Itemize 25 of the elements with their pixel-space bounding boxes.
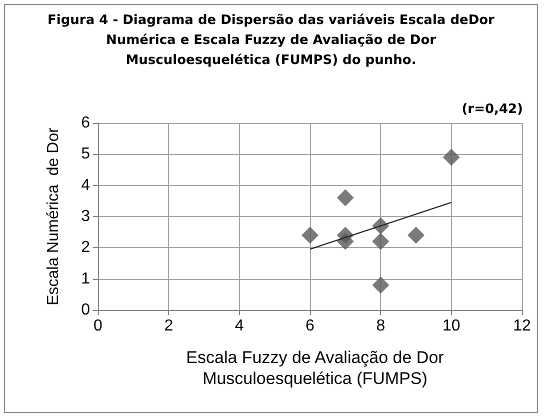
y-tick-label: 0 bbox=[81, 302, 90, 318]
x-tick-label: 6 bbox=[306, 318, 315, 334]
y-axis-title: Escala Numérica de Dor bbox=[45, 126, 62, 306]
text: (r=0,42) bbox=[462, 102, 524, 117]
point bbox=[408, 226, 424, 244]
y-tick-label: 6 bbox=[81, 114, 90, 132]
x-tick-label: 10 bbox=[442, 318, 460, 334]
point bbox=[302, 226, 318, 244]
point bbox=[372, 232, 390, 250]
y-tick-label: 3 bbox=[81, 208, 90, 225]
y-tick-label: 5 bbox=[81, 146, 90, 163]
x-tick-label: 0 bbox=[94, 318, 103, 334]
chart-title: Figura 4 - Diagrama de Dispersão das variáveis Escala deDor Numérica e Escala Fuzzy de Avaliação de Dor Musculoesquelética (FUMPS) do punho. bbox=[46, 12, 496, 70]
x-tick-label: 12 bbox=[513, 318, 531, 334]
x-tick-label: 4 bbox=[234, 318, 244, 334]
x-tick-label: 2 bbox=[164, 318, 174, 334]
y-tick-label: 1 bbox=[81, 270, 90, 288]
x-axis-title: Escala Fuzzy de Avaliação de Dor Musculoesquelética (FUMPS) bbox=[185, 347, 445, 389]
point bbox=[336, 232, 354, 250]
y-tick-label: 2 bbox=[81, 239, 90, 256]
point bbox=[372, 276, 390, 294]
point bbox=[336, 189, 354, 206]
y-tick-label: 4 bbox=[81, 176, 90, 194]
point bbox=[442, 148, 460, 166]
x-tick-label: 8 bbox=[376, 318, 386, 334]
